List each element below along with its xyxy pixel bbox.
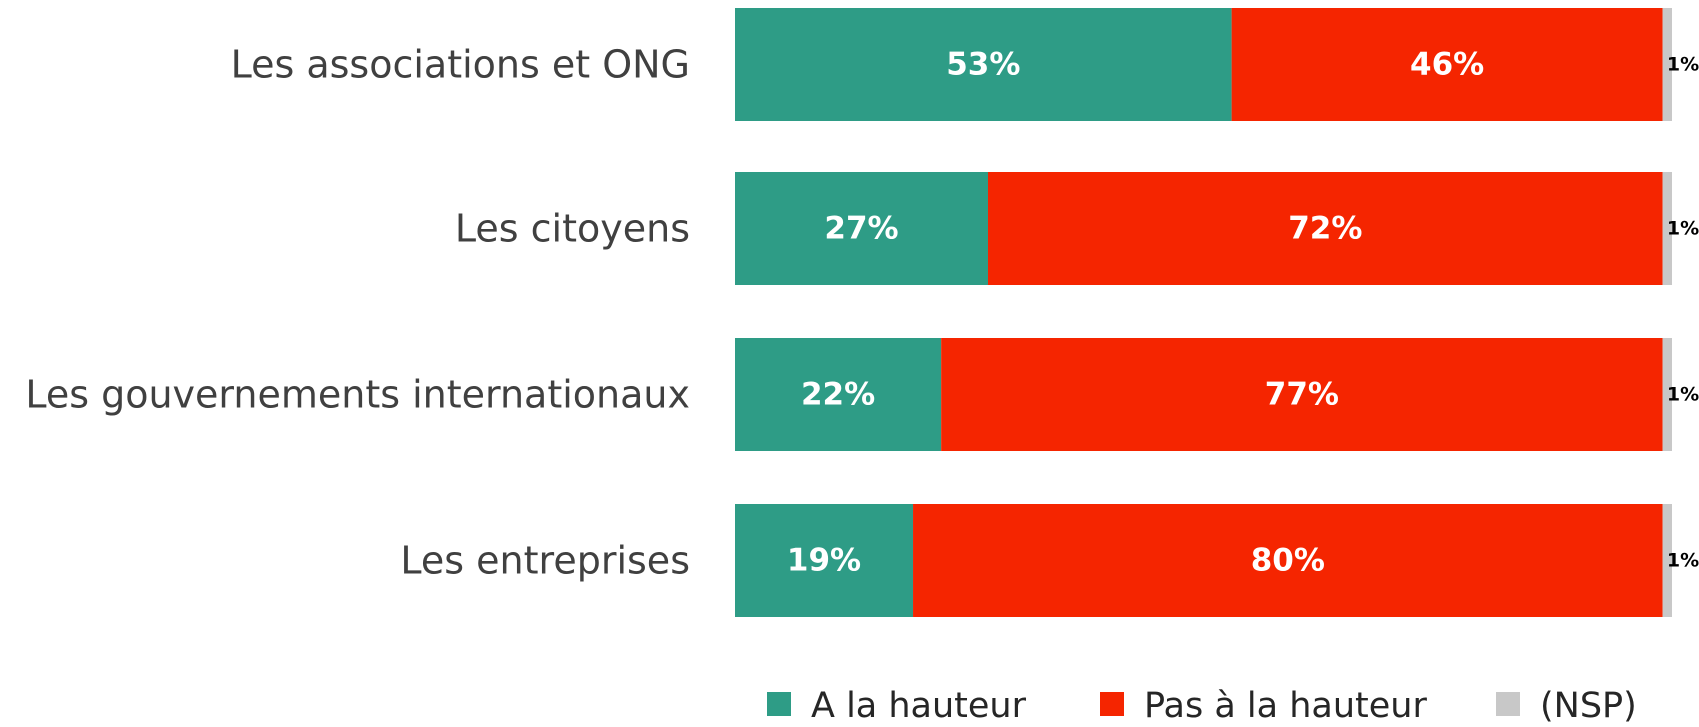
- bar-segment: [1662, 338, 1672, 451]
- value-label: 72%: [1288, 211, 1362, 247]
- bar-segment: [1662, 172, 1672, 285]
- value-label: 53%: [946, 47, 1020, 83]
- value-label: 80%: [1251, 543, 1325, 579]
- value-label: 1%: [1667, 54, 1699, 76]
- legend-label: Pas à la hauteur: [1144, 686, 1427, 726]
- category-label: Les entreprises: [400, 539, 690, 583]
- category-label: Les gouvernements internationaux: [25, 373, 690, 417]
- value-label: 1%: [1667, 218, 1699, 240]
- bar-segment: [735, 172, 988, 285]
- bar-segment: [913, 504, 1663, 617]
- legend-swatch: [1100, 692, 1124, 716]
- value-label: 19%: [787, 543, 861, 579]
- legend-swatch: [767, 692, 791, 716]
- legend-label: A la hauteur: [811, 686, 1027, 726]
- value-label: 22%: [801, 377, 875, 413]
- category-label: Les associations et ONG: [231, 43, 690, 87]
- bar-segment: [735, 504, 914, 617]
- legend-label: (NSP): [1540, 686, 1637, 726]
- value-label: 27%: [824, 211, 898, 247]
- value-label: 46%: [1410, 47, 1484, 83]
- value-label: 77%: [1265, 377, 1339, 413]
- bar-segment: [1662, 504, 1672, 617]
- value-label: 1%: [1667, 384, 1699, 406]
- bar-segment: [941, 338, 1663, 451]
- bar-segment: [1662, 8, 1672, 121]
- value-label: 1%: [1667, 550, 1699, 572]
- category-label: Les citoyens: [455, 207, 690, 251]
- bar-segment: [1231, 8, 1663, 121]
- bar-segment: [735, 8, 1232, 121]
- bar-segment: [987, 172, 1663, 285]
- legend-swatch: [1496, 692, 1520, 716]
- bar-segment: [735, 338, 942, 451]
